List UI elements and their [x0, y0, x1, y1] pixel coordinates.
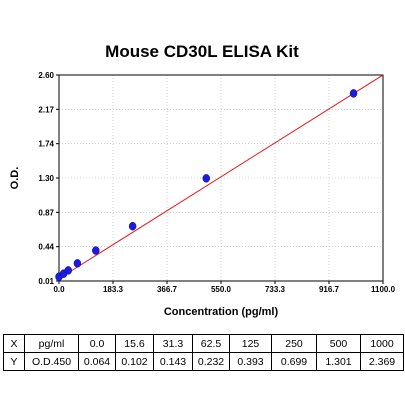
- x-tick-label: 916.7: [319, 285, 340, 294]
- table-row-y: Y O.D.450 0.064 0.102 0.143 0.232 0.393 …: [3, 352, 404, 371]
- data-point: [349, 89, 358, 98]
- table-cell: 0.699: [271, 352, 317, 371]
- chart-title: Mouse CD30L ELISA Kit: [105, 42, 299, 61]
- y-tick-label: 0.01: [38, 277, 54, 286]
- y-tick-label: 0.44: [38, 243, 54, 252]
- x-tick-label: 0.0: [53, 285, 65, 294]
- table-cell: 0.232: [192, 352, 230, 371]
- chart-svg: Mouse CD30L ELISA Kit 0.0 183.3 366.7 550.0…: [9, 42, 396, 318]
- y-axis-title: O.D.: [9, 167, 21, 190]
- table-cell: 0.393: [229, 352, 272, 371]
- y-tick-label: 2.17: [38, 105, 54, 114]
- table-cell: 15.6: [115, 334, 154, 353]
- y-tick-label: 1.74: [38, 140, 54, 149]
- table-cell: Y: [3, 352, 25, 371]
- table-cell: 31.3: [153, 334, 193, 353]
- x-tick-label: 183.3: [103, 285, 124, 294]
- standard-curve-table: X pg/ml 0.0 15.6 31.3 62.5 125 250 500 1…: [3, 334, 404, 371]
- table-cell: 1.301: [316, 352, 361, 371]
- tick-layer: 0.0 183.3 366.7 550.0 733.3 916.7 1100.0 0.01 0.…: [38, 71, 395, 294]
- table-cell: 0.143: [153, 352, 193, 371]
- data-point: [92, 246, 100, 255]
- table-cell: 2.369: [360, 352, 404, 371]
- y-tick-label: 2.60: [38, 71, 54, 80]
- x-tick-label: 733.3: [265, 285, 286, 294]
- data-point: [64, 266, 72, 275]
- table-cell: 0.064: [78, 352, 116, 371]
- x-tick-label: 550.0: [211, 285, 232, 294]
- table-cell: 250: [271, 334, 317, 353]
- table-cell: 1000: [360, 334, 404, 353]
- y-tick-label: 0.87: [38, 208, 54, 217]
- table-cell: pg/ml: [24, 334, 79, 353]
- table-cell: 500: [316, 334, 361, 353]
- x-tick-label: 1100.0: [371, 285, 396, 294]
- table-cell: 62.5: [192, 334, 230, 353]
- table-cell: O.D.450: [24, 352, 79, 371]
- data-point: [128, 221, 137, 231]
- x-tick-label: 366.7: [157, 285, 178, 294]
- table-cell: X: [3, 334, 25, 353]
- table-row-x: X pg/ml 0.0 15.6 31.3 62.5 125 250 500 1…: [3, 334, 404, 353]
- table-cell: 125: [229, 334, 272, 353]
- y-tick-label: 1.30: [38, 174, 54, 183]
- table-cell: 0.102: [115, 352, 154, 371]
- x-axis-title: Concentration (pg/ml): [164, 306, 279, 318]
- table-cell: 0.0: [78, 334, 116, 353]
- data-point: [202, 174, 211, 183]
- fit-line: [58, 74, 384, 280]
- point-layer: [55, 89, 358, 281]
- data-point: [73, 259, 82, 268]
